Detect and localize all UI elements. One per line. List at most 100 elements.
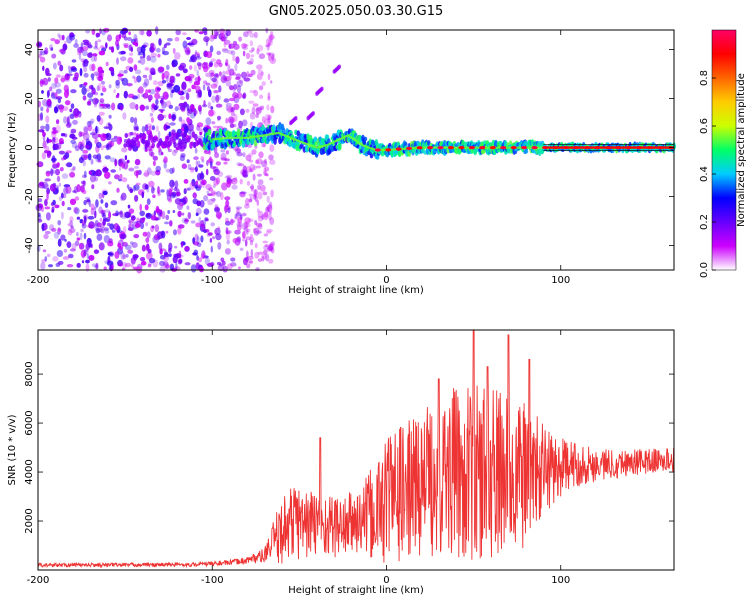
snr-frame bbox=[37, 329, 675, 571]
spectrogram-cell bbox=[136, 140, 141, 148]
spectrogram-cell bbox=[245, 198, 250, 206]
spectrogram-cell bbox=[50, 168, 54, 177]
spectrogram-cell bbox=[250, 188, 255, 192]
spectrogram-cell bbox=[193, 80, 200, 86]
spectrogram-cell bbox=[91, 263, 98, 268]
spectrogram-cell bbox=[44, 256, 48, 262]
spectrogram-cell bbox=[168, 104, 173, 109]
spectrogram-cell bbox=[51, 82, 57, 89]
spectrogram-cell bbox=[234, 147, 241, 155]
spectrogram-cell bbox=[250, 248, 253, 258]
spectrogram-cell bbox=[245, 229, 249, 235]
spectrogram-cell bbox=[202, 84, 206, 91]
spectrogram-cell bbox=[155, 98, 159, 105]
spectrogram-cell bbox=[225, 217, 229, 223]
spectrogram-cell bbox=[257, 223, 263, 230]
spectrogram-cell bbox=[214, 152, 220, 159]
spectrogram-cell bbox=[269, 34, 273, 43]
spectrogram-cell bbox=[244, 203, 250, 209]
spectrogram-cell bbox=[269, 243, 274, 252]
spectrogram-cell bbox=[179, 62, 187, 69]
spectrogram-cell bbox=[142, 82, 148, 88]
spectrogram-cell bbox=[217, 116, 221, 122]
spectrogram-cell bbox=[39, 112, 44, 121]
spectrogram-cell bbox=[524, 149, 529, 154]
snr-x-ticks: -200 -100 0 100 bbox=[27, 330, 570, 586]
spectrogram-cell bbox=[210, 245, 213, 253]
spectrogram-cell bbox=[100, 199, 104, 204]
spectrogram-cell bbox=[239, 79, 244, 84]
spectrogram-cell bbox=[40, 106, 44, 112]
spectrogram-cell bbox=[134, 170, 139, 177]
spectrogram-cell bbox=[45, 67, 50, 76]
spectrogram-cell bbox=[166, 81, 173, 89]
spectrogram-cell bbox=[52, 143, 56, 151]
spectrogram-cell bbox=[121, 27, 129, 34]
spectrogram-cell bbox=[197, 184, 203, 189]
spectrogram-cell bbox=[102, 218, 106, 226]
spectrogram-cell bbox=[94, 40, 98, 48]
spectrogram-cell bbox=[194, 50, 198, 57]
spectrogram-cell bbox=[77, 50, 82, 56]
spectrogram-cell bbox=[58, 48, 66, 53]
spectrogram-cell bbox=[256, 48, 260, 55]
spectrogram-cell bbox=[181, 163, 187, 169]
spectrogram-cell bbox=[51, 130, 57, 135]
spectrogram-cell bbox=[83, 72, 89, 78]
spectrogram-cell bbox=[259, 94, 264, 100]
spectrogram-cell bbox=[98, 50, 106, 56]
spectrogram-cell bbox=[164, 264, 171, 269]
spectrogram-cell bbox=[267, 96, 271, 101]
spectrogram-cell bbox=[261, 116, 266, 124]
spectrogram-cell bbox=[126, 83, 133, 87]
spectrogram-cell bbox=[157, 186, 160, 195]
spectrogram-cell bbox=[133, 184, 140, 191]
spectrogram-cell bbox=[119, 174, 123, 179]
spectrogram-cell bbox=[142, 133, 147, 140]
spectrogram-cell bbox=[221, 47, 228, 52]
spectrogram-cell bbox=[189, 181, 196, 190]
spectrogram-cell bbox=[128, 167, 135, 172]
spectrogram-cell bbox=[67, 223, 70, 227]
spectrogram-cell bbox=[269, 52, 275, 58]
spectrogram-cell bbox=[127, 204, 131, 209]
spectrogram-cell bbox=[253, 31, 258, 39]
spectrogram-cell bbox=[71, 67, 78, 72]
spectrogram-cell bbox=[249, 89, 256, 94]
spectrogram-cell bbox=[122, 261, 127, 270]
spectrogram-cell bbox=[238, 120, 243, 129]
spectrogram-cell bbox=[64, 238, 67, 242]
spectrogram-cell bbox=[116, 187, 120, 193]
spectrogram-cell bbox=[137, 88, 141, 94]
spectrogram-cell bbox=[232, 92, 239, 99]
spectrogram-cell bbox=[205, 72, 212, 78]
spectrogram-cell bbox=[82, 209, 89, 213]
spectrogram-cell bbox=[253, 227, 260, 236]
spectrogram-cell bbox=[114, 158, 118, 167]
spectrogram-cell bbox=[130, 215, 136, 221]
spectrogram-cell bbox=[169, 167, 174, 175]
spectrogram-cell bbox=[261, 71, 264, 76]
spectrogram-cell bbox=[153, 234, 159, 241]
spectrogram-cell bbox=[146, 231, 151, 239]
spectrogram-cell bbox=[108, 123, 113, 131]
spectrogram-cell bbox=[38, 183, 45, 189]
spectrogram-cell bbox=[233, 84, 238, 90]
spectrogram-cell bbox=[263, 212, 269, 221]
spectrogram-cell bbox=[104, 171, 111, 179]
spectrogram-cell bbox=[229, 85, 234, 91]
spectrogram-cell bbox=[90, 208, 95, 216]
spectrogram-cell bbox=[247, 73, 254, 78]
spectrogram-cell bbox=[167, 148, 172, 153]
spectrogram-cell bbox=[149, 112, 154, 117]
spectrogram-cell bbox=[257, 251, 264, 255]
spectrogram-cell bbox=[214, 204, 219, 208]
spectrogram-cell bbox=[193, 64, 197, 72]
spectrogram-cell bbox=[120, 56, 127, 62]
spectrogram-cell bbox=[237, 216, 242, 225]
spectrogram-cell bbox=[86, 41, 92, 48]
spectrogram-cell bbox=[142, 183, 148, 190]
spectrogram-cell bbox=[229, 123, 235, 128]
spectrogram-cell bbox=[209, 60, 214, 66]
